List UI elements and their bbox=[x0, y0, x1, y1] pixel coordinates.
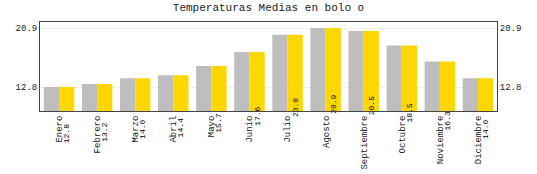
svg-text:Abril: Abril bbox=[169, 116, 179, 143]
svg-text:14.0: 14.0 bbox=[138, 119, 147, 138]
svg-text:Octubre: Octubre bbox=[398, 116, 408, 154]
svg-text:13.2: 13.2 bbox=[100, 122, 109, 141]
svg-text:20.9: 20.9 bbox=[329, 94, 338, 113]
svg-text:Agosto: Agosto bbox=[322, 116, 332, 148]
svg-text:Junio: Junio bbox=[245, 116, 255, 143]
svg-text:16.3: 16.3 bbox=[443, 111, 452, 130]
svg-text:12.8: 12.8 bbox=[16, 83, 38, 93]
svg-text:18.5: 18.5 bbox=[405, 103, 414, 122]
svg-text:14.4: 14.4 bbox=[176, 118, 185, 137]
svg-text:Febrero: Febrero bbox=[93, 116, 103, 154]
svg-text:Marzo: Marzo bbox=[131, 116, 141, 143]
svg-text:14.0: 14.0 bbox=[481, 119, 490, 138]
svg-text:12.8: 12.8 bbox=[500, 83, 522, 93]
svg-text:20.0: 20.0 bbox=[291, 98, 300, 117]
svg-text:Noviembre: Noviembre bbox=[436, 116, 446, 165]
svg-text:Enero: Enero bbox=[55, 116, 65, 143]
svg-text:12.8: 12.8 bbox=[62, 124, 71, 143]
svg-text:20.5: 20.5 bbox=[367, 96, 376, 115]
svg-text:20.9: 20.9 bbox=[16, 24, 38, 34]
svg-text:Julio: Julio bbox=[283, 116, 293, 143]
svg-text:Mayo: Mayo bbox=[207, 116, 217, 138]
svg-text:Diciembre: Diciembre bbox=[474, 116, 484, 165]
svg-text:Septiembre: Septiembre bbox=[360, 116, 370, 170]
svg-text:17.6: 17.6 bbox=[253, 106, 262, 125]
svg-text:20.9: 20.9 bbox=[500, 24, 522, 34]
svg-text:15.7: 15.7 bbox=[214, 113, 223, 132]
svg-text:Temperaturas Medias en bolo o: Temperaturas Medias en bolo o bbox=[173, 2, 364, 14]
